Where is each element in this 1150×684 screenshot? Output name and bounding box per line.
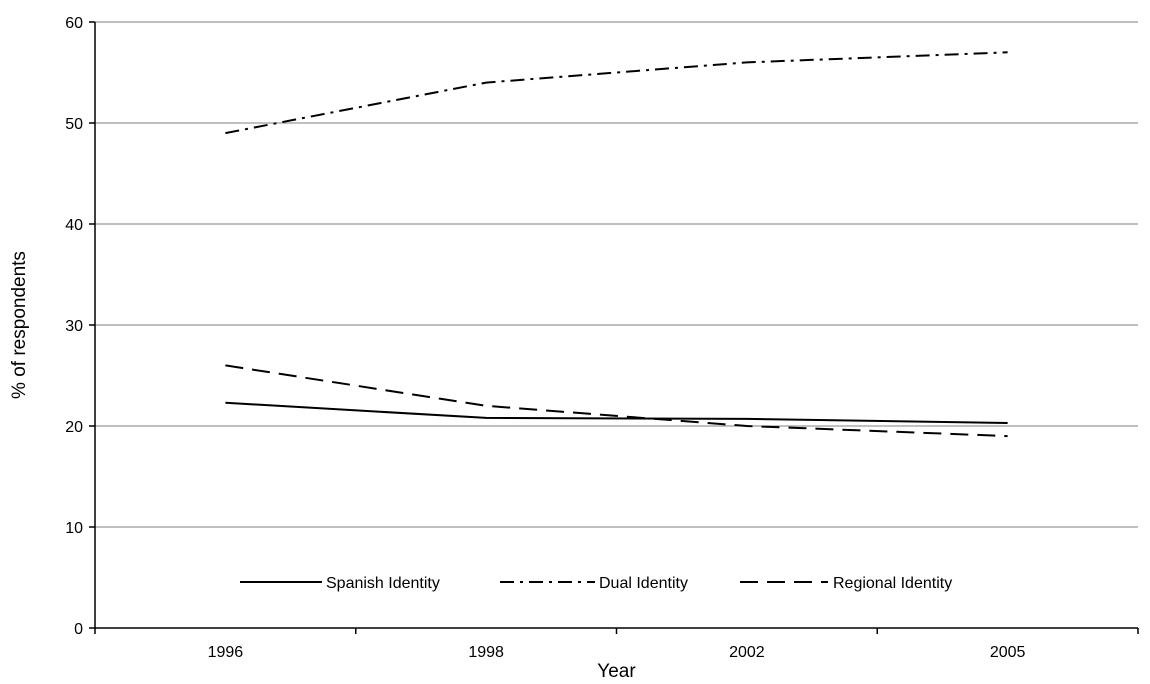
- x-tick-label-2005: 2005: [990, 644, 1026, 661]
- legend-label-spanish-identity: Spanish Identity: [326, 575, 440, 592]
- series-line-spanish-identity: [225, 401, 1008, 424]
- x-tick-label-1998: 1998: [468, 644, 504, 661]
- series-lines: [225, 51, 1008, 438]
- x-ticks: 1996 1998 2002 2005: [94, 628, 1139, 661]
- y-tick-label-20: 20: [65, 419, 83, 436]
- y-axis-title: % of respondents: [9, 251, 30, 399]
- x-tick-label-2002: 2002: [729, 644, 765, 661]
- legend-label-dual-identity: Dual Identity: [599, 575, 688, 592]
- series-line-regional-identity: [225, 364, 1008, 438]
- y-tick-label-0: 0: [74, 621, 83, 638]
- y-tick-label-30: 30: [65, 318, 83, 335]
- series-line-dual-identity: [225, 51, 1008, 135]
- y-ticks: 0 10 20 30 40 50 60: [65, 15, 95, 638]
- gridlines: [95, 21, 1138, 528]
- y-tick-label-60: 60: [65, 15, 83, 32]
- y-tick-label-50: 50: [65, 116, 83, 133]
- y-tick-label-40: 40: [65, 217, 83, 234]
- legend-label-regional-identity: Regional Identity: [833, 575, 952, 592]
- x-axis-title: Year: [597, 661, 636, 682]
- y-tick-label-10: 10: [65, 520, 83, 537]
- legend: Spanish Identity Dual Identity Regional Id…: [240, 575, 952, 592]
- x-tick-label-1996: 1996: [208, 644, 244, 661]
